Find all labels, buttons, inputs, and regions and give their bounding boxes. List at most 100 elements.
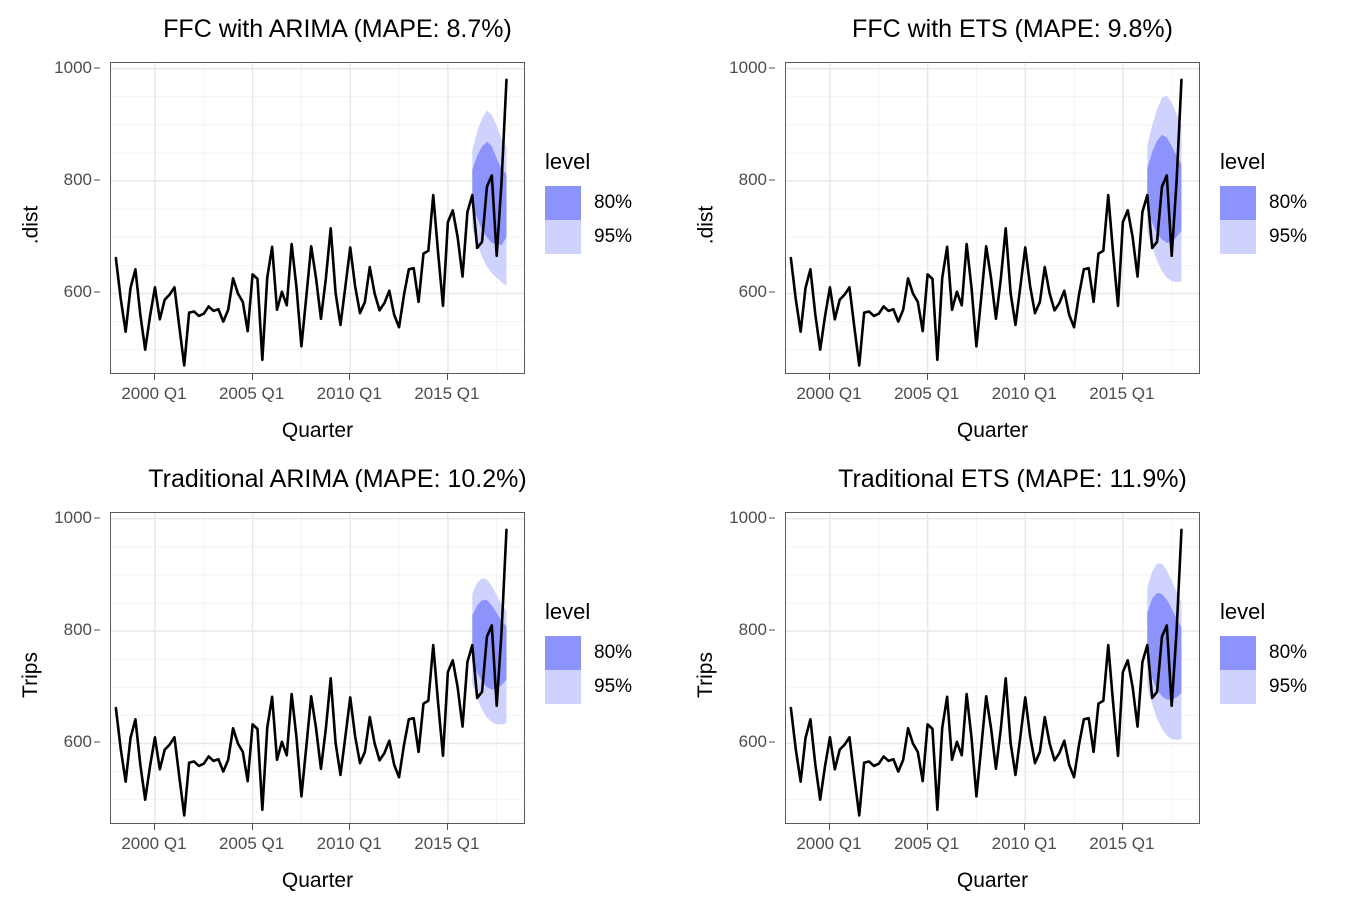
facet-panel-ffc-arima: FFC with ARIMA (MAPE: 8.7%) .dist 600 800 10… (0, 0, 675, 450)
y-axis-ticks: 600 800 1000 (42, 450, 100, 900)
y-tick-label: 600 (63, 282, 92, 302)
y-tick-label: 800 (63, 620, 92, 640)
legend-item-80pct[interactable]: 80% (1220, 186, 1307, 220)
legend-item-95pct[interactable]: 95% (1220, 670, 1307, 704)
y-tick-mark (94, 291, 100, 293)
y-tick-mark (94, 67, 100, 69)
panel-title: Traditional ARIMA (MAPE: 10.2%) (148, 465, 527, 493)
x-tick-mark (1024, 374, 1026, 380)
observed-series-line (114, 528, 508, 817)
legend-keys: 80% 95% (545, 186, 632, 254)
legend-title: level (1220, 149, 1266, 174)
y-tick-mark (769, 179, 775, 181)
x-axis-ticks: 2000 Q1 2005 Q1 2010 Q1 2015 Q1 (0, 824, 675, 864)
x-tick-label: 2010 Q1 (991, 834, 1057, 853)
x-tick-mark (446, 374, 448, 380)
x-tick-label: 2015 Q1 (1089, 834, 1155, 853)
legend-title: level (1220, 599, 1266, 624)
legend-swatch-icon (1220, 186, 1256, 220)
legend-item-80pct[interactable]: 80% (545, 636, 632, 670)
panel-title: Traditional ETS (MAPE: 11.9%) (838, 465, 1187, 493)
plot-svg (111, 63, 524, 373)
legend-swatch-icon (1220, 220, 1256, 254)
x-axis-ticks: 2000 Q1 2005 Q1 2010 Q1 2015 Q1 (0, 374, 675, 414)
legend: level 80% 95% (1220, 600, 1307, 704)
x-tick-mark (349, 374, 351, 380)
x-axis-ticks: 2000 Q1 2005 Q1 2010 Q1 2015 Q1 (675, 374, 1350, 414)
major-gridlines (786, 513, 1199, 823)
y-tick-label: 800 (738, 620, 767, 640)
x-tick-mark (153, 824, 155, 830)
x-tick-mark (828, 374, 830, 380)
legend-item-label: 80% (1269, 642, 1308, 663)
y-tick-label: 800 (63, 170, 92, 190)
x-tick-label: 2015 Q1 (414, 834, 480, 853)
y-tick-mark (94, 517, 100, 519)
legend-item-95pct[interactable]: 95% (545, 220, 632, 254)
x-axis-label: Quarter (281, 419, 354, 442)
legend-swatch-icon (1220, 636, 1256, 670)
x-tick-label: 2005 Q1 (893, 834, 960, 853)
x-tick-mark (1024, 824, 1026, 830)
observed-series-line (114, 78, 508, 367)
panel-title: FFC with ARIMA (MAPE: 8.7%) (163, 15, 512, 43)
legend-item-80pct[interactable]: 80% (545, 186, 632, 220)
x-tick-mark (926, 824, 928, 830)
legend-keys: 80% 95% (1220, 186, 1307, 254)
x-tick-label: 2010 Q1 (991, 384, 1057, 403)
x-tick-label: 2000 Q1 (121, 834, 187, 853)
plot-svg (111, 513, 524, 823)
legend-swatch-icon (545, 220, 581, 254)
minor-gridlines (786, 513, 1199, 823)
legend: level 80% 95% (545, 600, 632, 704)
x-axis-label: Quarter (956, 869, 1029, 892)
y-tick-mark (769, 629, 775, 631)
plot-area (785, 62, 1200, 374)
minor-gridlines (111, 513, 524, 823)
minor-gridlines (111, 63, 524, 373)
x-tick-label: 2005 Q1 (218, 834, 285, 853)
x-tick-mark (1121, 374, 1123, 380)
x-tick-mark (926, 374, 928, 380)
y-tick-label: 800 (738, 170, 767, 190)
legend-item-80pct[interactable]: 80% (1220, 636, 1307, 670)
minor-gridlines (786, 63, 1199, 373)
x-tick-label: 2015 Q1 (414, 384, 480, 403)
forecast-interval-80 (1147, 134, 1182, 243)
y-tick-label: 1000 (54, 57, 92, 77)
legend-keys: 80% 95% (1220, 636, 1307, 704)
legend-item-label: 95% (594, 226, 633, 247)
y-axis-label-text: Trips (19, 652, 43, 698)
observed-series-line (789, 528, 1183, 817)
y-axis-label-text: Trips (694, 652, 718, 698)
legend-item-95pct[interactable]: 95% (545, 670, 632, 704)
x-tick-mark (828, 824, 830, 830)
y-tick-mark (769, 291, 775, 293)
legend: level 80% 95% (545, 150, 632, 254)
y-tick-mark (94, 741, 100, 743)
x-tick-label: 2005 Q1 (893, 384, 960, 403)
legend-item-label: 95% (594, 676, 633, 697)
facet-panel-ffc-ets: FFC with ETS (MAPE: 9.8%) .dist 600 800 1000… (675, 0, 1350, 450)
x-tick-mark (153, 374, 155, 380)
panel-title: FFC with ETS (MAPE: 9.8%) (852, 15, 1173, 43)
y-tick-label: 600 (738, 282, 767, 302)
y-tick-mark (769, 741, 775, 743)
x-axis-label: Quarter (281, 869, 354, 892)
x-axis-ticks: 2000 Q1 2005 Q1 2010 Q1 2015 Q1 (675, 824, 1350, 864)
legend: level 80% 95% (1220, 150, 1307, 254)
major-gridlines (786, 63, 1199, 373)
major-gridlines (111, 63, 524, 373)
legend-item-label: 80% (594, 192, 633, 213)
plot-svg (786, 63, 1199, 373)
y-axis-ticks: 600 800 1000 (717, 0, 775, 450)
legend-item-95pct[interactable]: 95% (1220, 220, 1307, 254)
facet-panel-traditional-ets: Traditional ETS (MAPE: 11.9%) Trips 600 800… (675, 450, 1350, 900)
legend-swatch-icon (1220, 670, 1256, 704)
legend-keys: 80% 95% (545, 636, 632, 704)
legend-item-label: 80% (594, 642, 633, 663)
legend-item-label: 80% (1269, 192, 1308, 213)
facet-panel-traditional-arima: Traditional ARIMA (MAPE: 10.2%) Trips 600 8… (0, 450, 675, 900)
y-tick-mark (94, 629, 100, 631)
x-tick-mark (251, 374, 253, 380)
